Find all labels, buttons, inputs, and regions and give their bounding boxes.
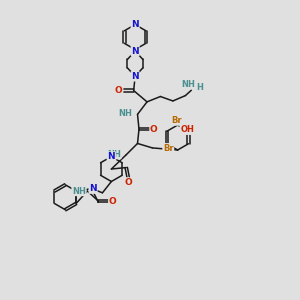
Text: N: N bbox=[89, 184, 97, 193]
Text: N: N bbox=[131, 46, 139, 56]
Text: N: N bbox=[131, 72, 139, 81]
Text: OH: OH bbox=[180, 125, 194, 134]
Text: NH: NH bbox=[107, 150, 121, 159]
Text: NH: NH bbox=[72, 187, 86, 196]
Text: O: O bbox=[150, 125, 158, 134]
Text: O: O bbox=[115, 86, 123, 95]
Text: Br: Br bbox=[171, 116, 182, 125]
Text: N: N bbox=[107, 152, 115, 161]
Text: O: O bbox=[125, 178, 133, 187]
Text: NH: NH bbox=[182, 80, 195, 89]
Text: O: O bbox=[109, 196, 116, 206]
Text: Br: Br bbox=[163, 144, 174, 153]
Text: H: H bbox=[196, 83, 203, 92]
Text: N: N bbox=[131, 20, 139, 29]
Text: NH: NH bbox=[118, 109, 132, 118]
